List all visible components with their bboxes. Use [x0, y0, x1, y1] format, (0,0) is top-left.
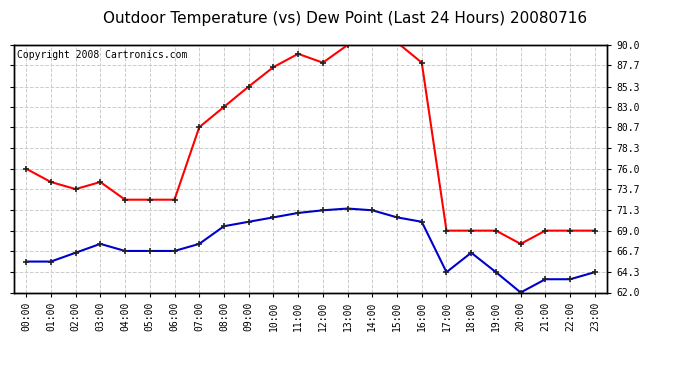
Text: Outdoor Temperature (vs) Dew Point (Last 24 Hours) 20080716: Outdoor Temperature (vs) Dew Point (Last…	[103, 11, 587, 26]
Text: Copyright 2008 Cartronics.com: Copyright 2008 Cartronics.com	[17, 50, 187, 60]
